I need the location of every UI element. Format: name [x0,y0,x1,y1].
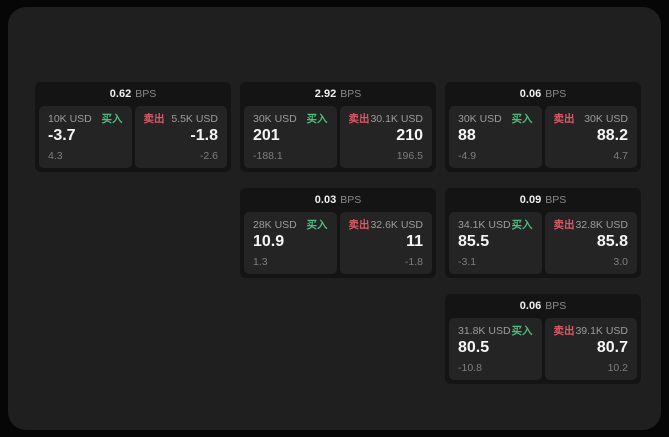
buy-amount: 31.8K USD [458,325,511,337]
sell-panel[interactable]: 卖出 30.1K USD 210 196.5 [339,106,432,168]
spread-header: 0.06 BPS [449,294,637,318]
buy-amount: 30K USD [458,113,502,125]
quote-card: 0.06 BPS 30K USD 买入 88 -4.9 卖出 30K USD [445,82,641,172]
buy-price: 201 [253,127,280,144]
buy-price: -3.7 [48,127,76,144]
sell-button[interactable]: 卖出 [553,113,575,125]
buy-button[interactable]: 买入 [511,113,533,125]
sell-delta: -2.6 [199,150,218,162]
sell-button[interactable]: 卖出 [348,219,370,231]
spread-unit: BPS [545,300,567,312]
spread-header: 0.62 BPS [39,82,227,106]
spread-value: 0.06 [519,88,542,100]
spread-header: 0.06 BPS [449,82,637,106]
quote-card: 0.09 BPS 34.1K USD 买入 85.5 -3.1 卖出 32.8K… [445,188,641,278]
spread-value: 0.03 [314,194,337,206]
spread-header: 2.92 BPS [244,82,432,106]
sell-price: 85.8 [596,233,628,250]
sell-amount: 32.6K USD [370,219,423,231]
spread-unit: BPS [135,88,157,100]
sell-button[interactable]: 卖出 [348,113,370,125]
buy-price: 88 [458,127,476,144]
quote-card: 2.92 BPS 30K USD 买入 201 -188.1 卖出 30.1K … [240,82,436,172]
spread-value: 0.09 [519,194,542,206]
sell-amount: 30.1K USD [370,113,423,125]
buy-panel[interactable]: 10K USD 买入 -3.7 4.3 [39,106,132,168]
sell-panel[interactable]: 卖出 32.6K USD 11 -1.8 [339,212,432,274]
buy-delta: -188.1 [253,150,283,162]
buy-button[interactable]: 买入 [306,219,328,231]
quote-card: 0.03 BPS 28K USD 买入 10.9 1.3 卖出 32.6K US… [240,188,436,278]
buy-delta: -10.8 [458,362,482,374]
quote-card: 0.06 BPS 31.8K USD 买入 80.5 -10.8 卖出 39.1… [445,294,641,384]
spread-value: 2.92 [314,88,337,100]
quote-card: 0.62 BPS 10K USD 买入 -3.7 4.3 卖出 5.5K USD [35,82,231,172]
spread-value: 0.06 [519,300,542,312]
spread-unit: BPS [545,88,567,100]
sell-delta: 196.5 [396,150,423,162]
buy-panel[interactable]: 31.8K USD 买入 80.5 -10.8 [449,318,542,380]
buy-price: 80.5 [458,339,490,356]
buy-panel[interactable]: 34.1K USD 买入 85.5 -3.1 [449,212,542,274]
buy-panel[interactable]: 28K USD 买入 10.9 1.3 [244,212,337,274]
buy-amount: 30K USD [253,113,297,125]
sell-price: -1.8 [190,127,218,144]
app-window: 0.62 BPS 10K USD 买入 -3.7 4.3 卖出 5.5K USD [8,7,661,430]
sell-price: 88.2 [596,127,628,144]
buy-delta: 4.3 [48,150,63,162]
buy-delta: -4.9 [458,150,477,162]
sell-amount: 30K USD [584,113,628,125]
buy-delta: 1.3 [253,256,268,268]
buy-panel[interactable]: 30K USD 买入 88 -4.9 [449,106,542,168]
sell-amount: 39.1K USD [575,325,628,337]
buy-button[interactable]: 买入 [306,113,328,125]
spread-unit: BPS [340,194,362,206]
sell-button[interactable]: 卖出 [143,113,165,125]
sell-delta: 3.0 [613,256,628,268]
sell-price: 80.7 [596,339,628,356]
quotes-grid: 0.62 BPS 10K USD 买入 -3.7 4.3 卖出 5.5K USD [35,82,641,384]
spread-unit: BPS [545,194,567,206]
buy-price: 10.9 [253,233,285,250]
spread-header: 0.03 BPS [244,188,432,212]
buy-panel[interactable]: 30K USD 买入 201 -188.1 [244,106,337,168]
buy-button[interactable]: 买入 [511,325,533,337]
buy-delta: -3.1 [458,256,477,268]
spread-unit: BPS [340,88,362,100]
buy-button[interactable]: 买入 [511,219,533,231]
spread-value: 0.62 [109,88,132,100]
sell-amount: 5.5K USD [171,113,218,125]
buy-amount: 28K USD [253,219,297,231]
sell-price: 11 [406,233,423,250]
sell-button[interactable]: 卖出 [553,219,575,231]
spread-header: 0.09 BPS [449,188,637,212]
sell-button[interactable]: 卖出 [553,325,575,337]
sell-price: 210 [396,127,423,144]
sell-panel[interactable]: 卖出 32.8K USD 85.8 3.0 [544,212,637,274]
sell-amount: 32.8K USD [575,219,628,231]
sell-delta: 10.2 [607,362,628,374]
sell-delta: -1.8 [404,256,423,268]
buy-amount: 10K USD [48,113,92,125]
buy-amount: 34.1K USD [458,219,511,231]
sell-panel[interactable]: 卖出 5.5K USD -1.8 -2.6 [134,106,227,168]
buy-button[interactable]: 买入 [101,113,123,125]
sell-panel[interactable]: 卖出 39.1K USD 80.7 10.2 [544,318,637,380]
sell-panel[interactable]: 卖出 30K USD 88.2 4.7 [544,106,637,168]
buy-price: 85.5 [458,233,490,250]
sell-delta: 4.7 [613,150,628,162]
